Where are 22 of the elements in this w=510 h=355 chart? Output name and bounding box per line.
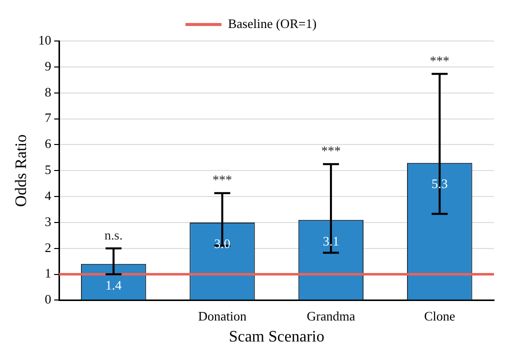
y-tick-label: 2 [44,240,52,255]
annotation: *** [212,172,232,188]
y-tick-label: 0 [44,292,52,307]
x-tick-label: Donation [198,308,247,324]
y-tick-label: 3 [44,214,52,229]
annotation: *** [321,143,341,158]
annotation: *** [430,52,450,68]
y-tick-label: 6 [44,136,52,152]
data-label: 1.4 [105,277,122,292]
x-tick-label: Clone [424,308,456,324]
annotation: n.s. [104,227,123,242]
y-tick-label: 8 [44,84,52,100]
y-tick-label: 4 [44,188,52,203]
x-axis-title: Scam Scenario [228,328,324,346]
y-tick-label: 9 [44,58,52,74]
y-axis-title: Odds Ratio [12,134,30,207]
y-tick-label: 10 [38,32,52,48]
y-tick-label: 5 [44,162,52,178]
x-tick-label: Grandma [306,308,356,324]
legend-label: Baseline (OR=1) [228,16,317,31]
y-tick-label: 7 [44,110,52,126]
y-tick-label: 1 [44,266,52,281]
